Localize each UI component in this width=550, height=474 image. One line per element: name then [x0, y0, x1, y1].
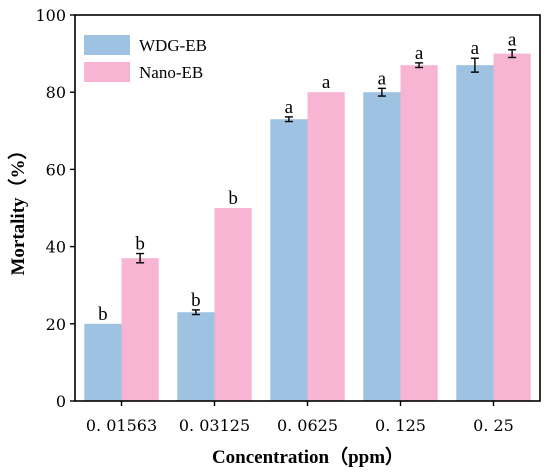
significance-label-1-4: a [508, 30, 517, 51]
y-tick-label-1: 20 [46, 315, 66, 334]
bar-nano-eb-4 [493, 53, 531, 401]
significance-label-0-3: a [378, 68, 387, 89]
error-bars-layer [136, 49, 517, 316]
significance-label-0-0: b [98, 304, 108, 325]
y-axis-ticks: 0 20 40 60 80 100 [35, 6, 75, 411]
legend-swatch-wdg-eb [84, 35, 130, 55]
y-axis-title: Mortality（%） [6, 140, 29, 275]
x-axis-ticks: 0. 01563 0. 03125 0. 0625 0. 125 0. 25 [86, 401, 514, 435]
y-tick-label-4: 80 [46, 83, 66, 102]
error-bar-0-4 [470, 57, 479, 73]
bars-layer [84, 53, 531, 402]
error-bar-0-3 [377, 87, 386, 97]
x-axis-title: Concentration（ppm） [212, 445, 404, 468]
error-bar-1-3 [415, 62, 424, 69]
significance-label-0-4: a [471, 38, 480, 59]
y-tick-label-5: 100 [35, 6, 66, 25]
significance-label-1-2: a [322, 72, 331, 93]
y-tick-label-3: 60 [46, 160, 66, 179]
bar-nano-eb-0 [121, 258, 159, 401]
y-tick-label-0: 0 [56, 392, 66, 411]
error-bar-0-1 [191, 309, 200, 316]
significance-labels-layer: b b b b a a a a a a [98, 30, 517, 325]
significance-label-0-1: b [191, 290, 201, 311]
bar-nano-eb-2 [307, 92, 345, 401]
legend-label-nano-eb: Nano-EB [139, 63, 203, 82]
bar-nano-eb-3 [400, 65, 438, 402]
x-tick-label-1: 0. 03125 [179, 416, 250, 435]
x-tick-label-4: 0. 25 [473, 416, 514, 435]
y-tick-label-2: 40 [46, 238, 66, 257]
bar-wdg-eb-1 [177, 312, 215, 401]
legend: WDG-EB Nano-EB [84, 35, 207, 82]
significance-label-1-3: a [415, 43, 424, 64]
x-tick-label-0: 0. 01563 [86, 416, 157, 435]
significance-label-1-1: b [228, 188, 238, 209]
bar-wdg-eb-4 [456, 65, 494, 402]
legend-label-wdg-eb: WDG-EB [139, 36, 207, 55]
bar-wdg-eb-0 [84, 323, 122, 401]
error-bar-1-4 [508, 49, 517, 59]
significance-label-1-0: b [135, 234, 145, 255]
error-bar-1-0 [136, 252, 145, 264]
bar-wdg-eb-2 [270, 119, 308, 401]
bar-wdg-eb-3 [363, 92, 401, 401]
legend-swatch-nano-eb [84, 62, 130, 82]
x-tick-label-3: 0. 125 [375, 416, 426, 435]
bar-nano-eb-1 [214, 208, 252, 401]
x-tick-label-2: 0. 0625 [277, 416, 338, 435]
significance-label-0-2: a [285, 97, 294, 118]
error-bar-0-2 [284, 116, 293, 123]
